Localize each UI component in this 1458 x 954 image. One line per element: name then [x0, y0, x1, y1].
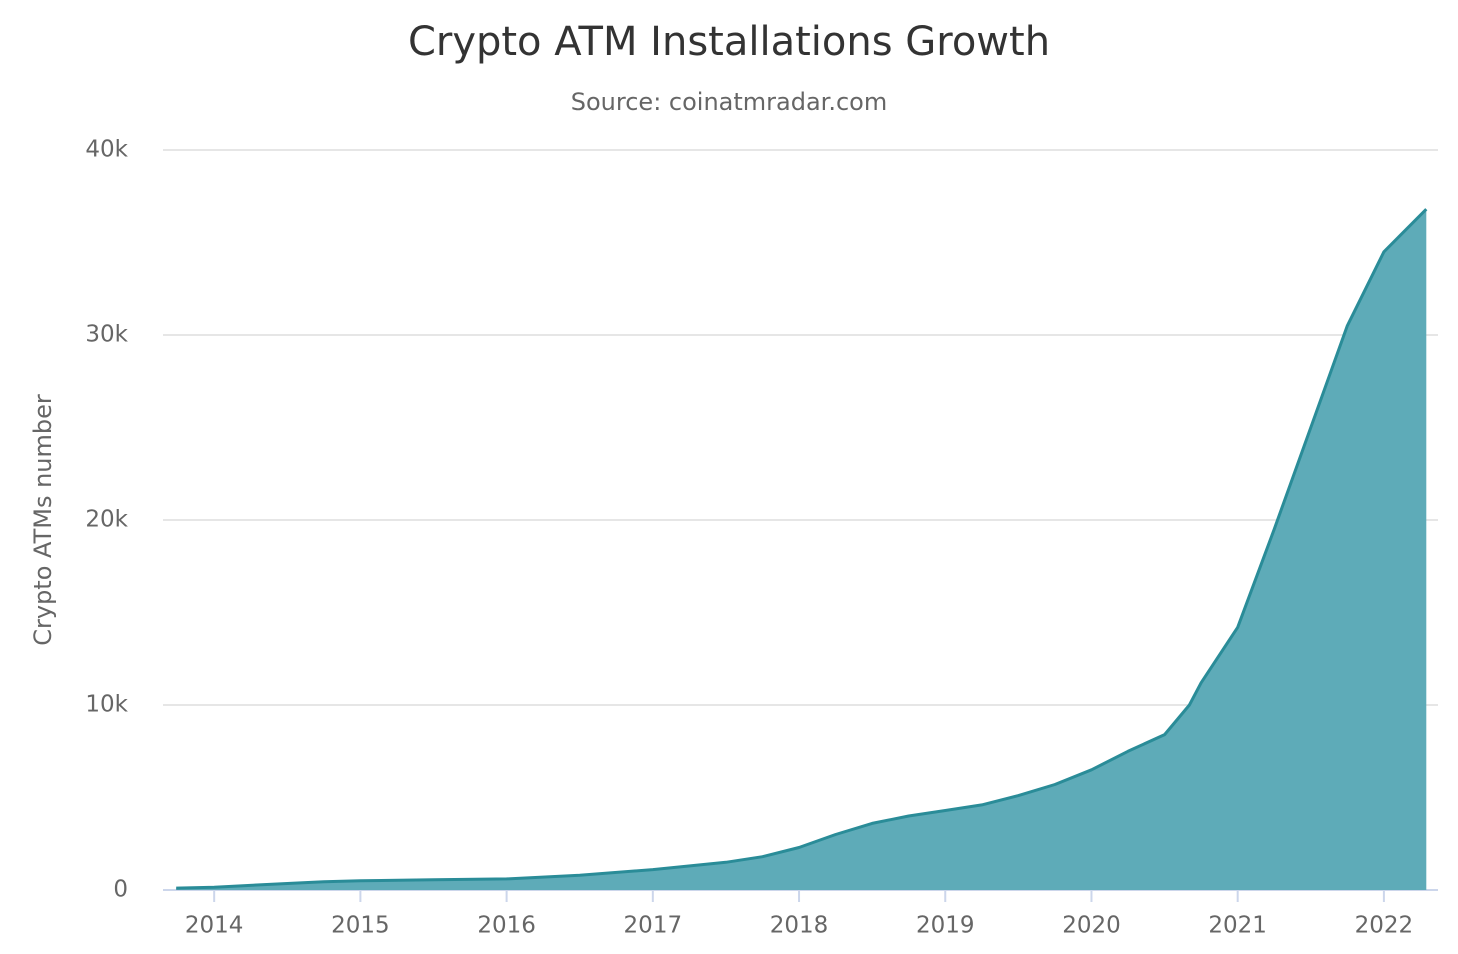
- y-tick-label: 30k: [85, 322, 128, 348]
- x-tick-label: 2014: [185, 913, 244, 939]
- y-tick-label: 40k: [85, 137, 128, 163]
- x-tick-label: 2019: [916, 913, 975, 939]
- x-tick-label: 2015: [331, 913, 390, 939]
- y-axis-title: Crypto ATMs number: [29, 394, 57, 646]
- y-tick-label: 0: [113, 877, 128, 903]
- x-tick-label: 2022: [1355, 913, 1414, 939]
- y-tick-label: 20k: [85, 507, 128, 533]
- y-tick-label: 10k: [85, 692, 128, 718]
- chart-title: Crypto ATM Installations Growth: [408, 19, 1050, 65]
- area-line: [176, 208, 1428, 890]
- x-tick-label: 2021: [1208, 913, 1267, 939]
- x-tick-label: 2020: [1062, 913, 1121, 939]
- x-tick-label: 2018: [770, 913, 829, 939]
- x-tick-label: 2016: [477, 913, 536, 939]
- x-tick-label: 2017: [624, 913, 683, 939]
- area: [176, 209, 1427, 890]
- chart-subtitle: Source: coinatmradar.com: [571, 88, 887, 116]
